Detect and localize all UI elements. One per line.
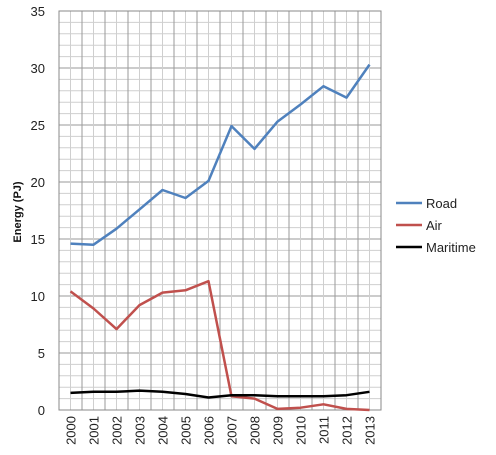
x-tick-label: 2003 bbox=[133, 416, 148, 445]
x-tick-label: 2009 bbox=[271, 416, 286, 445]
y-tick-label: 25 bbox=[31, 118, 45, 133]
x-axis-ticks: 2000 2001 2002 2003 2004 2005 2006 2007 2008 2009… bbox=[64, 416, 378, 445]
series-line-air bbox=[69, 279, 370, 412]
y-tick-label: 10 bbox=[31, 289, 45, 304]
legend-label-road: Road bbox=[426, 196, 457, 211]
x-tick-label: 2013 bbox=[363, 416, 378, 445]
x-tick-label: 2005 bbox=[179, 416, 194, 445]
y-tick-label: 30 bbox=[31, 61, 45, 76]
x-tick-label: 2000 bbox=[64, 416, 79, 445]
y-tick-label: 5 bbox=[38, 346, 45, 361]
y-tick-label: 15 bbox=[31, 232, 45, 247]
x-tick-label: 2002 bbox=[110, 416, 125, 445]
series-line-maritime bbox=[70, 389, 370, 399]
x-tick-label: 2004 bbox=[156, 416, 171, 445]
x-tick-label: 2006 bbox=[202, 416, 217, 445]
y-tick-label: 20 bbox=[31, 175, 45, 190]
x-tick-label: 2007 bbox=[225, 416, 240, 445]
y-tick-label: 0 bbox=[38, 403, 45, 418]
x-tick-label: 2011 bbox=[317, 416, 332, 444]
chart-legend: Road Air Maritime bbox=[396, 196, 476, 255]
chart-grid bbox=[58, 10, 382, 411]
legend-label-air: Air bbox=[426, 218, 443, 233]
chart-series bbox=[69, 63, 371, 412]
x-tick-label: 2012 bbox=[340, 416, 355, 445]
x-tick-label: 2008 bbox=[248, 416, 263, 445]
y-axis-ticks: 0 5 10 15 20 25 30 35 bbox=[31, 4, 45, 418]
legend-label-maritime: Maritime bbox=[426, 240, 476, 255]
x-tick-label: 2001 bbox=[87, 416, 102, 445]
plot-border bbox=[58, 10, 382, 411]
y-axis-label: Energy (PJ) bbox=[12, 181, 24, 242]
series-line-road bbox=[70, 63, 371, 246]
x-tick-label: 2010 bbox=[294, 416, 309, 445]
y-tick-label: 35 bbox=[31, 4, 45, 19]
